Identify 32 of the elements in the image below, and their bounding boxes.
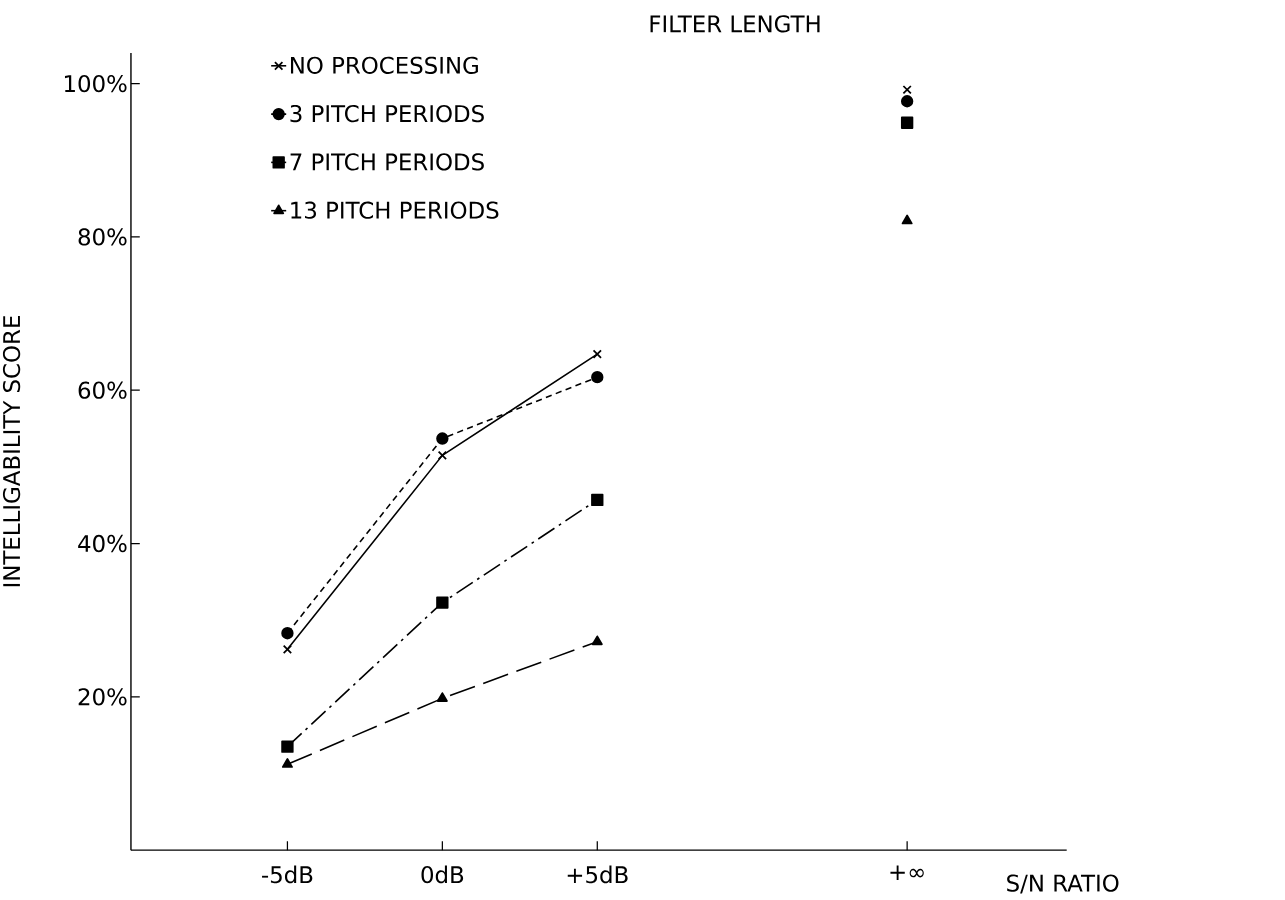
point	[591, 635, 603, 646]
point	[900, 95, 914, 108]
point	[281, 740, 294, 754]
point	[281, 627, 294, 640]
x-axis-title: S/N RATIO	[1007, 874, 1119, 894]
point	[900, 116, 914, 130]
legend-label: 7 PITCH PERIODS	[290, 153, 484, 171]
x-tick-label: -5dB	[262, 865, 313, 884]
point	[436, 432, 449, 445]
point	[592, 349, 602, 360]
point	[436, 692, 448, 703]
legend-title: FILTER LENGTH	[650, 15, 820, 33]
point	[436, 596, 449, 609]
point	[591, 371, 604, 384]
point	[591, 493, 604, 507]
y-tick-label: 60%	[78, 381, 127, 400]
point	[437, 450, 447, 461]
y-axis-title: INTELLIGABILITY SCORE	[2, 316, 21, 587]
legend-label: 13 PITCH PERIODS	[291, 201, 499, 220]
y-tick-label: 80%	[78, 228, 127, 246]
legend-label: 3 PITCH PERIODS	[290, 105, 484, 123]
x-tick-label: +∞	[890, 865, 924, 881]
x-tick-label: 0dB	[421, 865, 464, 884]
point	[281, 758, 293, 769]
legend-label: NO PROCESSING	[290, 56, 478, 75]
point	[901, 214, 913, 225]
y-tick-label: 20%	[78, 688, 127, 706]
point	[282, 644, 293, 655]
y-tick-label: 40%	[78, 535, 127, 553]
x-tick-label: +5dB	[567, 865, 628, 884]
point	[902, 85, 912, 95]
y-tick-label: 100%	[64, 75, 127, 93]
